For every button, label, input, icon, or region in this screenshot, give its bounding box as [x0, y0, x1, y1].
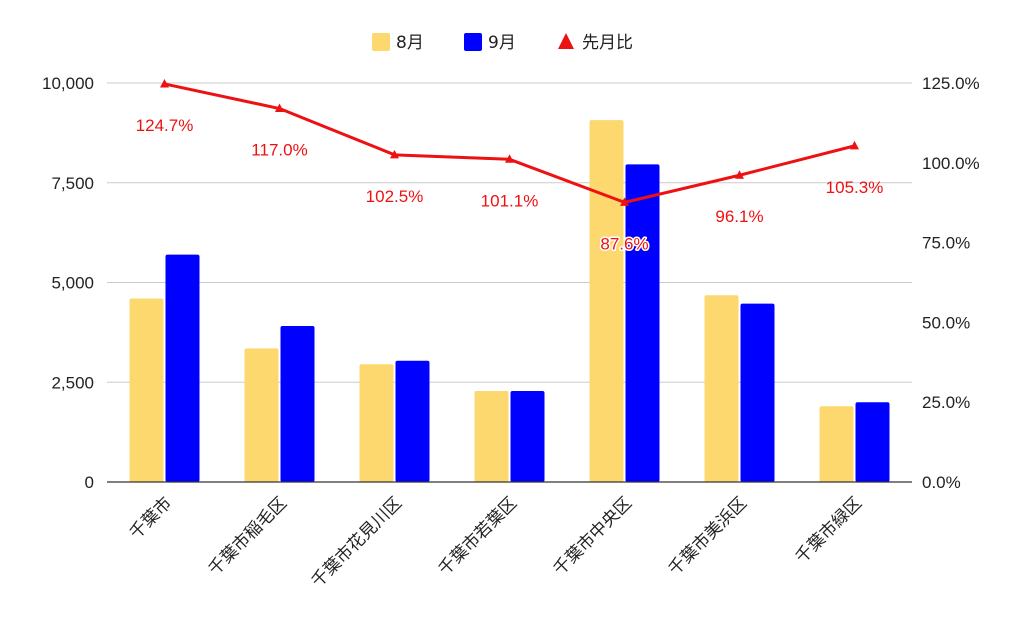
bars — [129, 120, 890, 483]
bar-sep — [280, 325, 315, 482]
ratio-data-label: 124.7% — [136, 116, 194, 135]
ratio-marker — [620, 197, 629, 206]
gridlines — [107, 82, 912, 383]
ratio-marker — [390, 149, 399, 159]
legend-label-ratio: 先月比 — [582, 33, 633, 53]
legend-swatch-aug — [372, 33, 390, 51]
ratio-marker — [735, 170, 744, 179]
ratio-data-labels: 124.7% 117.0% 102.5% 101.1% 87.6% 96.1% 105.3% — [136, 116, 884, 255]
bar-aug — [359, 364, 394, 482]
bar-aug — [129, 298, 164, 482]
ratio-marker — [505, 154, 514, 163]
ratio-marker — [275, 103, 284, 113]
bar-sep — [510, 391, 545, 482]
ratio-marker — [850, 140, 859, 150]
bar-sep — [165, 254, 200, 482]
bar-sep — [395, 360, 430, 482]
legend-label-sep: 9月 — [488, 33, 516, 53]
ratio-data-label: 96.1% — [715, 207, 763, 226]
y2-tick-label: 50.0% — [922, 313, 970, 332]
x-category-label: 千葉市若葉区 — [435, 493, 521, 579]
y2-tick-label: 25.0% — [922, 393, 970, 412]
x-category-label: 千葉市中央区 — [550, 493, 636, 579]
y-axis-right: 0.0% 25.0% 50.0% 75.0% 100.0% 125.0% — [922, 74, 980, 492]
bar-aug — [474, 391, 509, 482]
ratio-data-label: 105.3% — [826, 178, 884, 197]
ratio-data-label: 117.0% — [251, 141, 307, 160]
y-tick-label: 0 — [85, 473, 94, 492]
y-tick-label: 5,000 — [51, 274, 94, 293]
x-axis: 千葉市 千葉市稲毛区 千葉市花見川区 千葉市若葉区 千葉市中央区 千葉市美浜区 千葉市緑区 — [126, 493, 866, 591]
bar-aug — [819, 406, 854, 482]
x-category-label: 千葉市美浜区 — [665, 493, 751, 579]
legend-swatch-sep — [464, 33, 482, 51]
y-axis-left: 0 2,500 5,000 7,500 10,000 — [42, 74, 94, 492]
bar-aug — [244, 348, 279, 482]
ratio-marker — [160, 78, 169, 88]
ratio-data-label: 101.1% — [481, 191, 539, 210]
y2-tick-label: 0.0% — [922, 473, 961, 492]
bar-sep — [740, 303, 775, 482]
y2-tick-label: 100.0% — [922, 154, 980, 173]
legend-label-aug: 8月 — [396, 33, 424, 53]
y2-tick-label: 125.0% — [922, 74, 980, 93]
legend: 8月 9月 先月比 — [372, 33, 633, 53]
x-category-label: 千葉市緑区 — [792, 493, 866, 567]
ratio-data-label: 102.5% — [366, 187, 424, 206]
y2-tick-label: 75.0% — [922, 234, 970, 253]
y-tick-label: 10,000 — [42, 74, 94, 93]
ratio-line — [160, 78, 859, 206]
legend-marker-ratio — [558, 33, 574, 49]
bar-aug — [589, 120, 624, 483]
x-category-label: 千葉市 — [126, 493, 176, 543]
bar-aug — [704, 295, 739, 482]
x-category-label: 千葉市花見川区 — [308, 493, 406, 591]
y-tick-label: 7,500 — [51, 174, 94, 193]
bar-sep — [855, 402, 890, 482]
x-category-label: 千葉市稲毛区 — [205, 493, 291, 579]
ratio-data-label: 87.6% — [600, 234, 648, 253]
y-tick-label: 2,500 — [51, 373, 94, 392]
bar-sep — [625, 164, 660, 482]
